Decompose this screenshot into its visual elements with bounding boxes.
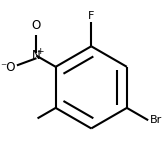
Text: ⁻O: ⁻O	[1, 60, 16, 73]
Text: Br: Br	[150, 115, 162, 125]
Text: N: N	[32, 49, 41, 62]
Text: F: F	[88, 11, 94, 21]
Text: O: O	[32, 19, 41, 32]
Text: +: +	[37, 47, 44, 56]
